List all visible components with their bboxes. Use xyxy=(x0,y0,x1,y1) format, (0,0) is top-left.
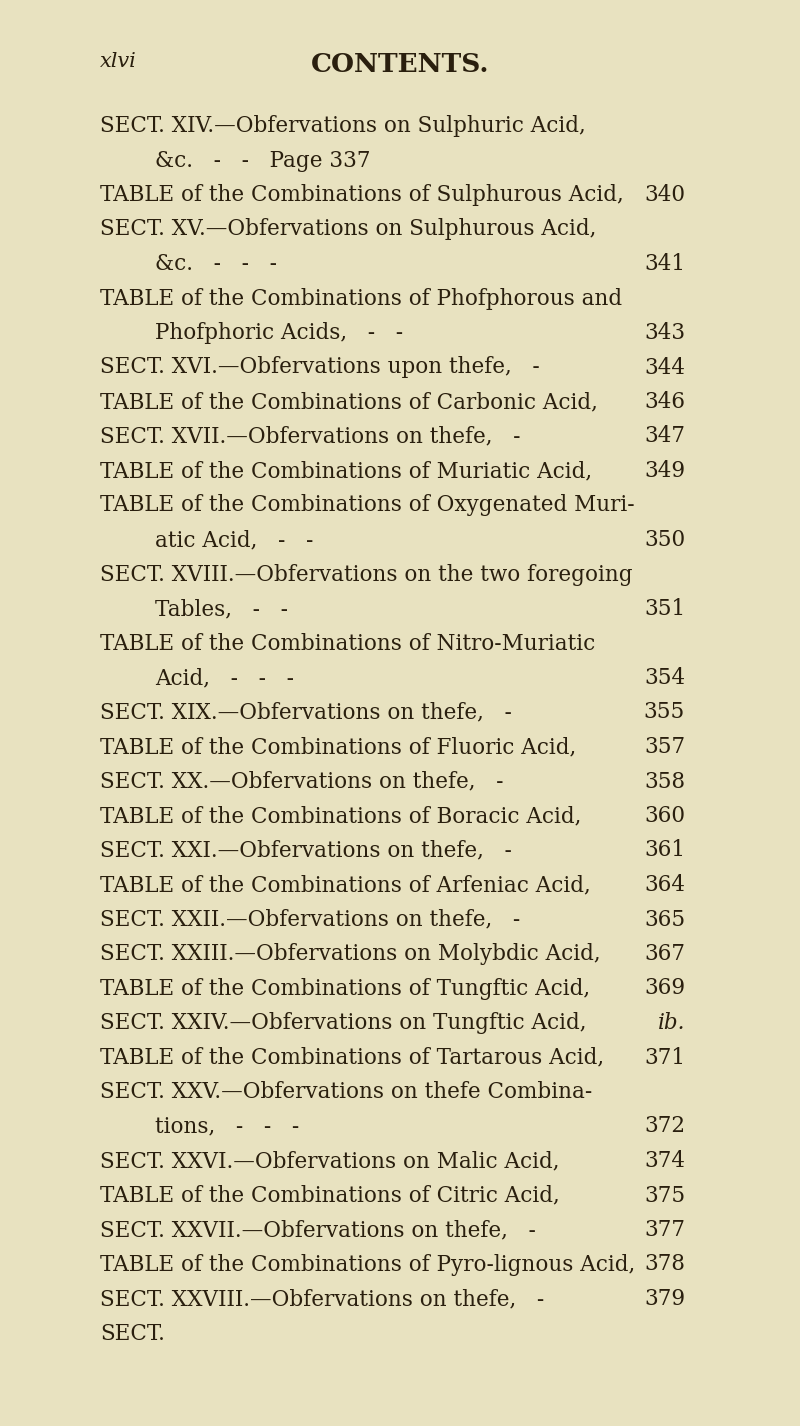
Text: 378: 378 xyxy=(644,1253,685,1275)
Text: SECT. XXVIII.—Obfervations on thefe,   -: SECT. XXVIII.—Obfervations on thefe, - xyxy=(100,1288,544,1310)
Text: 354: 354 xyxy=(644,667,685,689)
Text: SECT. XIV.—Obfervations on Sulphuric Acid,: SECT. XIV.—Obfervations on Sulphuric Aci… xyxy=(100,116,586,137)
Text: 340: 340 xyxy=(644,184,685,205)
Text: 361: 361 xyxy=(644,840,685,861)
Text: &c.   -   -   -: &c. - - - xyxy=(155,252,277,275)
Text: 372: 372 xyxy=(644,1115,685,1138)
Text: 358: 358 xyxy=(644,770,685,793)
Text: 349: 349 xyxy=(644,461,685,482)
Text: Phofphoric Acids,   -   -: Phofphoric Acids, - - xyxy=(155,322,403,344)
Text: SECT. XXV.—Obfervations on thefe Combina-: SECT. XXV.—Obfervations on thefe Combina… xyxy=(100,1081,592,1102)
Text: Acid,   -   -   -: Acid, - - - xyxy=(155,667,294,689)
Text: TABLE of the Combinations of Nitro-Muriatic: TABLE of the Combinations of Nitro-Muria… xyxy=(100,633,595,655)
Text: SECT. XXVII.—Obfervations on thefe,   -: SECT. XXVII.—Obfervations on thefe, - xyxy=(100,1219,536,1241)
Text: 365: 365 xyxy=(644,908,685,931)
Text: 374: 374 xyxy=(644,1149,685,1172)
Text: 350: 350 xyxy=(644,529,685,550)
Text: TABLE of the Combinations of Boracic Acid,: TABLE of the Combinations of Boracic Aci… xyxy=(100,806,582,827)
Text: 341: 341 xyxy=(644,252,685,275)
Text: 375: 375 xyxy=(644,1185,685,1206)
Text: SECT. XXIV.—Obfervations on Tungftic Acid,: SECT. XXIV.—Obfervations on Tungftic Aci… xyxy=(100,1012,586,1034)
Text: SECT. XXII.—Obfervations on thefe,   -: SECT. XXII.—Obfervations on thefe, - xyxy=(100,908,520,931)
Text: xlvi: xlvi xyxy=(100,51,137,71)
Text: TABLE of the Combinations of Sulphurous Acid,: TABLE of the Combinations of Sulphurous … xyxy=(100,184,624,205)
Text: atic Acid,   -   -: atic Acid, - - xyxy=(155,529,314,550)
Text: SECT. XXIII.—Obfervations on Molybdic Acid,: SECT. XXIII.—Obfervations on Molybdic Ac… xyxy=(100,943,601,965)
Text: SECT. XIX.—Obfervations on thefe,   -: SECT. XIX.—Obfervations on thefe, - xyxy=(100,702,512,723)
Text: 357: 357 xyxy=(644,736,685,759)
Text: TABLE of the Combinations of Arfeniac Acid,: TABLE of the Combinations of Arfeniac Ac… xyxy=(100,874,590,896)
Text: TABLE of the Combinations of Tungftic Acid,: TABLE of the Combinations of Tungftic Ac… xyxy=(100,977,590,1000)
Text: 355: 355 xyxy=(644,702,685,723)
Text: TABLE of the Combinations of Muriatic Acid,: TABLE of the Combinations of Muriatic Ac… xyxy=(100,461,592,482)
Text: 360: 360 xyxy=(644,806,685,827)
Text: SECT.: SECT. xyxy=(100,1322,165,1345)
Text: CONTENTS.: CONTENTS. xyxy=(310,51,490,77)
Text: TABLE of the Combinations of Citric Acid,: TABLE of the Combinations of Citric Acid… xyxy=(100,1185,560,1206)
Text: 369: 369 xyxy=(644,977,685,1000)
Text: TABLE of the Combinations of Pyro-lignous Acid,: TABLE of the Combinations of Pyro-lignou… xyxy=(100,1253,635,1275)
Text: 346: 346 xyxy=(644,391,685,414)
Text: 367: 367 xyxy=(644,943,685,965)
Text: SECT. XXVI.—Obfervations on Malic Acid,: SECT. XXVI.—Obfervations on Malic Acid, xyxy=(100,1149,559,1172)
Text: 343: 343 xyxy=(644,322,685,344)
Text: &c.   -   -   Page 337: &c. - - Page 337 xyxy=(155,150,370,171)
Text: SECT. XX.—Obfervations on thefe,   -: SECT. XX.—Obfervations on thefe, - xyxy=(100,770,503,793)
Text: TABLE of the Combinations of Oxygenated Muri-: TABLE of the Combinations of Oxygenated … xyxy=(100,495,634,516)
Text: 379: 379 xyxy=(644,1288,685,1310)
Text: TABLE of the Combinations of Carbonic Acid,: TABLE of the Combinations of Carbonic Ac… xyxy=(100,391,598,414)
Text: SECT. XXI.—Obfervations on thefe,   -: SECT. XXI.—Obfervations on thefe, - xyxy=(100,840,512,861)
Text: tions,   -   -   -: tions, - - - xyxy=(155,1115,299,1138)
Text: TABLE of the Combinations of Fluoric Acid,: TABLE of the Combinations of Fluoric Aci… xyxy=(100,736,576,759)
Text: 351: 351 xyxy=(644,597,685,620)
Text: 377: 377 xyxy=(644,1219,685,1241)
Text: SECT. XVII.—Obfervations on thefe,   -: SECT. XVII.—Obfervations on thefe, - xyxy=(100,425,521,448)
Text: SECT. XV.—Obfervations on Sulphurous Acid,: SECT. XV.—Obfervations on Sulphurous Aci… xyxy=(100,218,596,241)
Text: SECT. XVIII.—Obfervations on the two foregoing: SECT. XVIII.—Obfervations on the two for… xyxy=(100,563,633,586)
Text: TABLE of the Combinations of Phofphorous and: TABLE of the Combinations of Phofphorous… xyxy=(100,288,622,309)
Text: 347: 347 xyxy=(644,425,685,448)
Text: SECT. XVI.—Obfervations upon thefe,   -: SECT. XVI.—Obfervations upon thefe, - xyxy=(100,356,540,378)
Text: TABLE of the Combinations of Tartarous Acid,: TABLE of the Combinations of Tartarous A… xyxy=(100,1047,604,1068)
Text: ib.: ib. xyxy=(658,1012,685,1034)
Text: 371: 371 xyxy=(644,1047,685,1068)
Text: 364: 364 xyxy=(644,874,685,896)
Text: Tables,   -   -: Tables, - - xyxy=(155,597,288,620)
Text: 344: 344 xyxy=(644,356,685,378)
